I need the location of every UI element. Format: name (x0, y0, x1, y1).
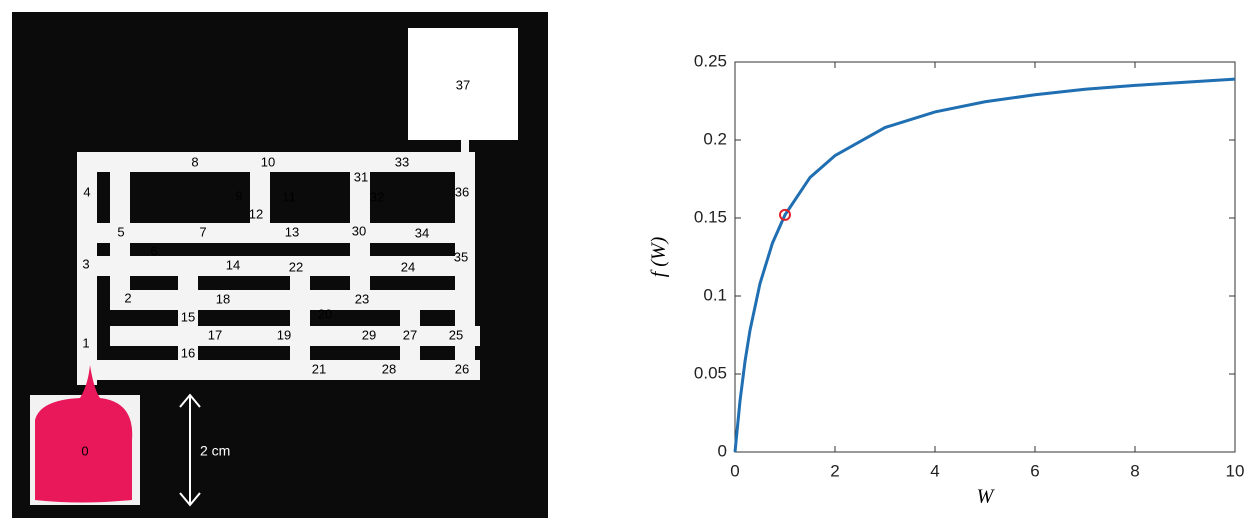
x-tick-label: 2 (830, 461, 839, 480)
maze-label: 32 (370, 189, 384, 204)
maze-label: 15 (181, 309, 195, 324)
maze-label: 30 (352, 223, 366, 238)
maze-label: 16 (181, 345, 195, 360)
x-tick-label: 0 (730, 461, 739, 480)
x-tick-label: 4 (930, 461, 939, 480)
maze-label: 14 (226, 257, 240, 272)
maze-label: 0 (81, 443, 88, 458)
maze-label: 1 (82, 335, 89, 350)
maze-label: 33 (395, 154, 409, 169)
maze-label: 8 (191, 154, 198, 169)
maze-label: 31 (354, 169, 368, 184)
x-tick-label: 8 (1130, 461, 1139, 480)
maze-label: 26 (455, 361, 469, 376)
maze-label: 13 (285, 224, 299, 239)
maze-label: 20 (318, 306, 332, 321)
y-tick-label: 0.15 (694, 207, 727, 226)
y-tick-label: 0.2 (703, 129, 727, 148)
maze-label: 18 (216, 291, 230, 306)
maze-label: 28 (382, 361, 396, 376)
curve (735, 79, 1235, 452)
plot-frame (735, 62, 1235, 452)
maze-label: 34 (415, 225, 429, 240)
maze-label: 19 (277, 327, 291, 342)
x-axis-label: W (977, 486, 996, 508)
y-tick-label: 0.05 (694, 363, 727, 382)
maze-label: 27 (403, 327, 417, 342)
x-tick-label: 10 (1226, 461, 1245, 480)
maze-label: 35 (454, 249, 468, 264)
maze-label: 23 (355, 291, 369, 306)
maze-label: 22 (289, 259, 303, 274)
maze-label: 12 (249, 206, 263, 221)
maze-label: 7 (199, 224, 206, 239)
maze-label: 10 (261, 154, 275, 169)
x-tick-label: 6 (1030, 461, 1039, 480)
y-tick-label: 0 (718, 441, 727, 460)
maze-label: 4 (83, 184, 90, 199)
maze-label: 2 (124, 290, 131, 305)
maze-label: 25 (449, 327, 463, 342)
maze-label: 6 (150, 243, 157, 258)
maze-label: 17 (208, 327, 222, 342)
maze-label: 29 (362, 327, 376, 342)
maze-label: 37 (456, 77, 470, 92)
maze-label: 21 (312, 361, 326, 376)
maze-label: 24 (401, 259, 415, 274)
maze-label: 5 (117, 224, 124, 239)
maze-label: 3 (82, 256, 89, 271)
maze-label: 9 (235, 188, 242, 203)
figure: 2 cm 024681000.050.10.150.20.25Wf (W) 01… (0, 0, 1250, 518)
chart: 0 2 4 6 8 10 0 0.05 0.1 0.15 0.2 0.25 Wf (W) (648, 51, 1245, 507)
scale-label: 2 cm (200, 443, 230, 459)
maze-label: 36 (455, 184, 469, 199)
y-tick-label: 0.25 (694, 51, 727, 70)
y-tick-label: 0.1 (703, 285, 727, 304)
y-axis-label: f (W) (648, 236, 670, 277)
maze-label: 11 (282, 189, 296, 204)
